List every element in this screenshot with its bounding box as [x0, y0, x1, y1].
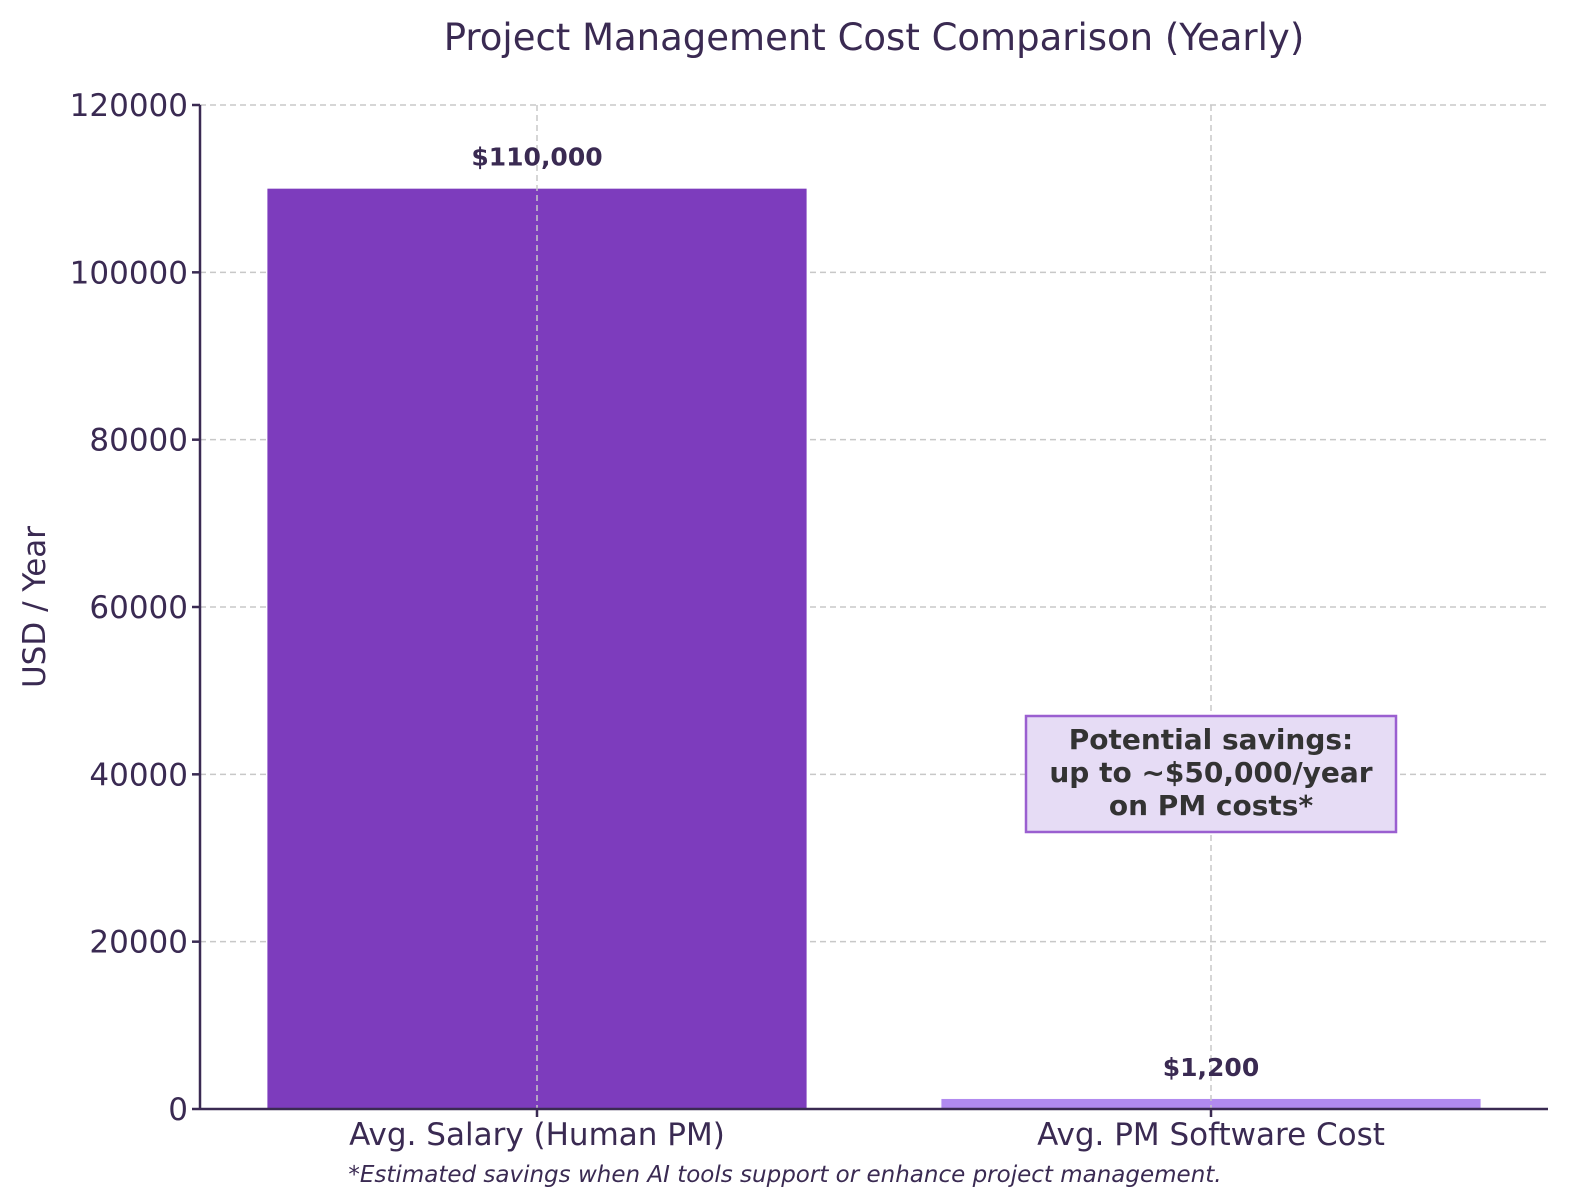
y-axis-label: USD / Year [17, 526, 53, 688]
bar-2 [941, 1098, 1481, 1109]
axes [192, 103, 1548, 1117]
annotation-box [1024, 714, 1398, 834]
annotation-line: up to ~$50,000/year [1049, 756, 1372, 789]
x-tick-label: Avg. PM Software Cost [1037, 1117, 1385, 1153]
y-tick-label: 120000 [70, 88, 188, 124]
annotation-line: Potential savings: [1069, 723, 1354, 756]
savings-annotation: Potential savings:up to ~$50,000/yearon … [1024, 714, 1398, 834]
y-tick-label: 0 [168, 1092, 188, 1128]
bar-value-label: $110,000 [471, 143, 602, 172]
chart-title: Project Management Cost Comparison (Year… [444, 16, 1305, 59]
y-tick-label: 40000 [89, 757, 188, 793]
y-tick-label: 60000 [89, 590, 188, 626]
bar-value-label: $1,200 [1163, 1053, 1259, 1082]
y-tick-label: 100000 [70, 255, 188, 291]
footnote: *Estimated savings when AI tools support… [348, 1162, 1221, 1188]
y-tick-label: 80000 [89, 423, 188, 459]
x-tick-label: Avg. Salary (Human PM) [349, 1117, 725, 1153]
labels: 0 20000 40000 60000 80000 100000 120000 $110,00… [70, 88, 1385, 1153]
y-tick-label: 20000 [89, 925, 188, 961]
bars [267, 105, 1481, 1109]
annotation-line: on PM costs* [1109, 789, 1314, 822]
